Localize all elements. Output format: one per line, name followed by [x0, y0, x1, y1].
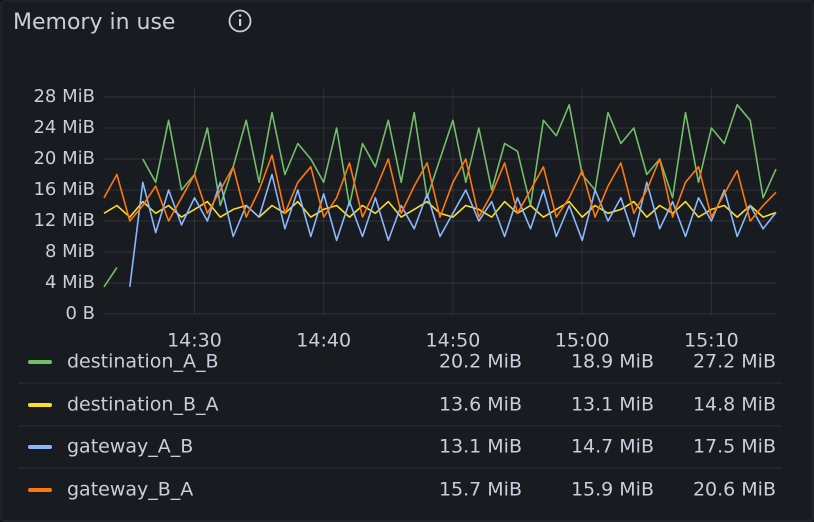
series-line: [103, 200, 777, 218]
y-tick-label: 16 MiB: [33, 179, 95, 200]
info-stem: [239, 19, 242, 26]
legend-swatch: [28, 488, 52, 492]
x-tick-label: 15:10: [684, 330, 739, 352]
y-tick-label: 24 MiB: [33, 117, 95, 138]
legend-stat: 17.5 MiB: [693, 436, 776, 458]
x-tick-label: 14:30: [167, 330, 222, 352]
legend-stat: 15.9 MiB: [571, 479, 654, 501]
legend-swatch: [28, 360, 52, 364]
legend-swatch: [28, 445, 52, 449]
series-line: [129, 173, 777, 287]
legend-name: destination_A_B: [67, 351, 219, 373]
y-tick-label: 28 MiB: [33, 86, 95, 107]
series-line: [103, 154, 777, 222]
series-line: [103, 104, 777, 288]
legend-name: gateway_B_A: [67, 479, 193, 501]
y-tick-label: 4 MiB: [45, 272, 95, 293]
legend-stat: 27.2 MiB: [693, 351, 776, 373]
legend-stat: 14.7 MiB: [571, 436, 654, 458]
y-tick-label: 0 B: [65, 303, 95, 324]
info-dot: [238, 14, 242, 17]
legend-stat: 20.2 MiB: [439, 351, 522, 373]
legend-stat: 18.9 MiB: [571, 351, 654, 373]
x-tick-label: 15:00: [555, 330, 610, 352]
y-tick-label: 8 MiB: [45, 241, 95, 262]
y-tick-label: 12 MiB: [33, 210, 95, 231]
legend-stat: 14.8 MiB: [693, 394, 776, 416]
x-tick-label: 14:40: [296, 330, 351, 352]
legend-stat: 13.1 MiB: [439, 436, 522, 458]
legend-stat: 13.1 MiB: [571, 394, 654, 416]
legend-stat: 13.6 MiB: [439, 394, 522, 416]
panel-title: Memory in use: [13, 10, 175, 35]
legend-stat: 15.7 MiB: [439, 479, 522, 501]
y-tick-label: 20 MiB: [33, 148, 95, 169]
x-tick-label: 14:50: [426, 330, 481, 352]
legend-swatch: [28, 403, 52, 407]
legend-name: destination_B_A: [67, 394, 219, 416]
legend-name: gateway_A_B: [67, 436, 193, 458]
info-icon[interactable]: [228, 9, 252, 33]
info-circle: [228, 9, 252, 33]
legend-stat: 20.6 MiB: [693, 479, 776, 501]
